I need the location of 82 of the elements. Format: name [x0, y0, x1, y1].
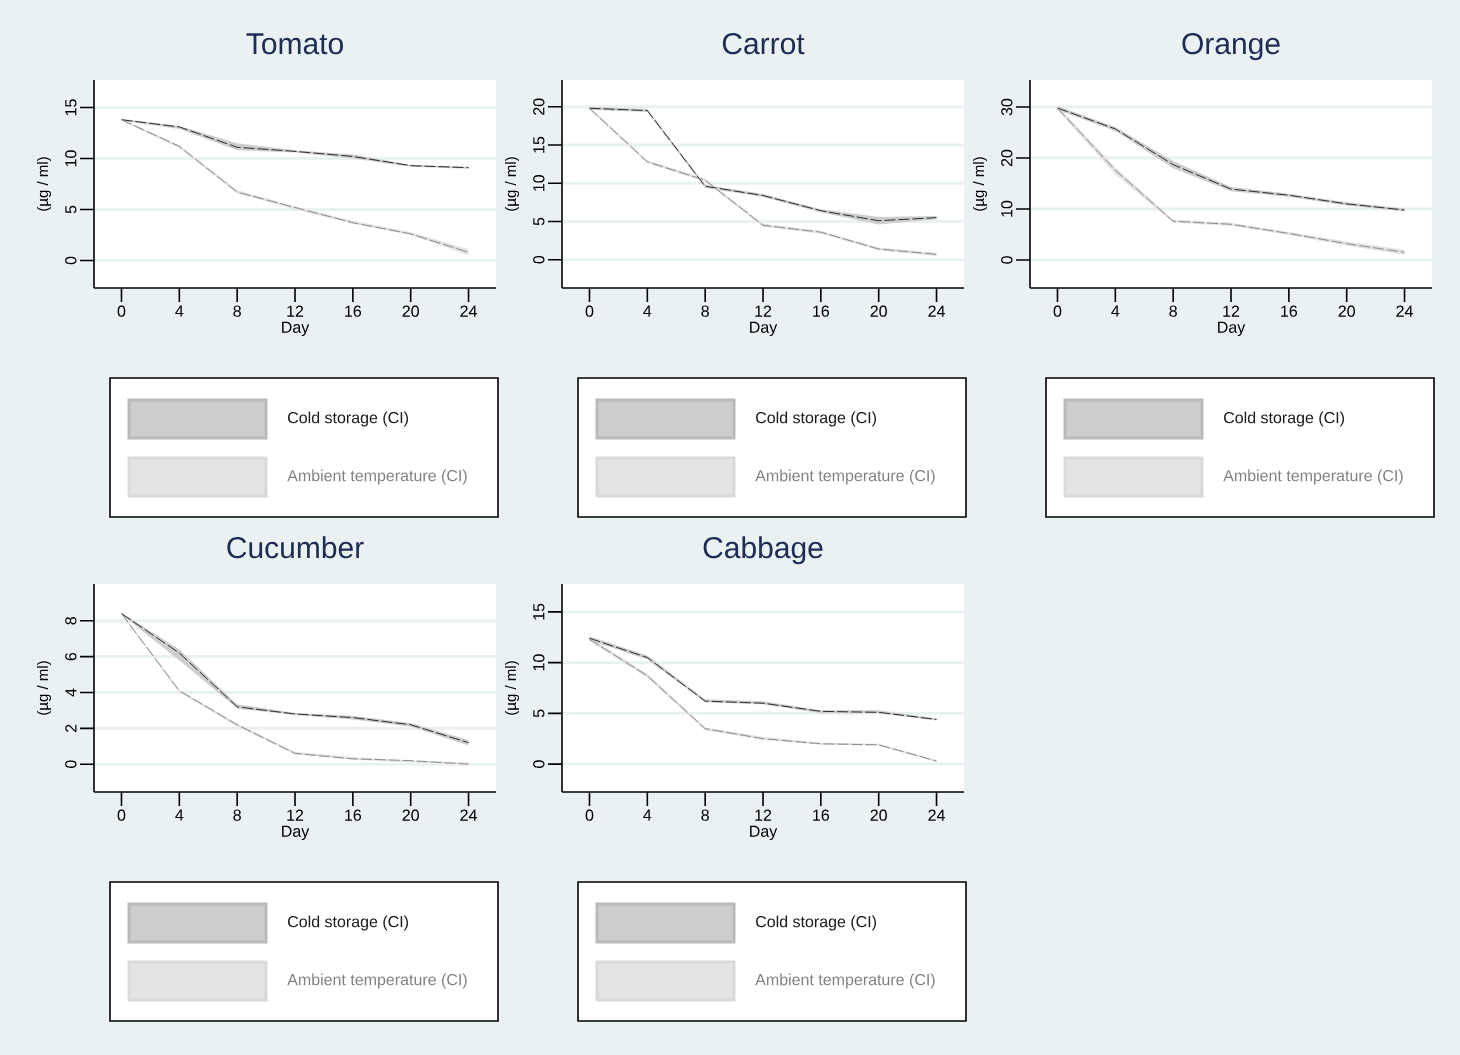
text: Ambient temperature (CI)	[287, 469, 467, 485]
y-axis-title: (µg / ml)	[973, 157, 987, 211]
x-tick-label: 24	[928, 305, 945, 317]
chart-title: Cabbage	[703, 536, 823, 565]
x-tick-label: 16	[813, 305, 830, 317]
text: Cold storage (CI)	[288, 411, 408, 427]
x-tick-label: 12	[755, 809, 772, 821]
y-tick-label: 15	[65, 99, 77, 116]
text: Ambient temperature (CI)	[1223, 469, 1403, 485]
y-tick-label: 5	[65, 205, 77, 214]
y-tick-label: 10	[533, 174, 545, 191]
y-tick-label: 4	[65, 688, 77, 697]
x-tick-label: 4	[175, 809, 184, 821]
x-tick-label: 0	[1053, 305, 1062, 317]
y-tick-label: 8	[65, 617, 77, 625]
x-tick-label: 24	[1396, 305, 1413, 317]
y-tick-label: 0	[65, 760, 77, 769]
x-tick-label: 8	[1169, 305, 1177, 317]
x-tick-label: 8	[233, 809, 241, 821]
y-axis-title: (µg / ml)	[37, 157, 51, 211]
x-tick-label: 20	[402, 809, 419, 821]
y-tick-label: 5	[533, 217, 545, 226]
y-axis-title: (µg / ml)	[505, 661, 519, 715]
y-tick-label: 10	[65, 150, 77, 167]
x-tick-label: 8	[233, 305, 241, 317]
x-tick-label: 0	[585, 809, 594, 821]
x-tick-label: 4	[175, 305, 184, 317]
x-tick-label: 8	[701, 809, 709, 821]
x-tick-label: 12	[1223, 305, 1240, 317]
y-tick-label: 5	[533, 709, 545, 718]
text: Cold storage (CI)	[756, 915, 876, 931]
x-tick-label: 12	[755, 305, 772, 317]
chart-title: Orange	[1182, 33, 1280, 61]
x-tick-label: 4	[643, 809, 652, 821]
text: Ambient temperature (CI)	[755, 973, 935, 989]
y-tick-label: 15	[533, 603, 545, 620]
y-tick-label: 0	[533, 255, 545, 264]
x-tick-label: 24	[460, 305, 477, 317]
x-tick-label: 16	[345, 809, 362, 821]
x-tick-label: 4	[643, 305, 652, 317]
chart-title: Cucumber	[227, 536, 364, 559]
x-tick-label: 8	[701, 305, 709, 317]
text: Ambient temperature (CI)	[755, 469, 935, 485]
x-tick-label: 0	[585, 305, 594, 317]
y-tick-label: 20	[1001, 149, 1013, 167]
x-axis-title: Day	[750, 825, 778, 841]
x-axis-title: Day	[750, 321, 778, 337]
x-axis-title: Day	[282, 825, 310, 841]
x-tick-label: 20	[870, 305, 887, 317]
x-tick-label: 4	[1111, 305, 1120, 317]
y-axis-title: (µg / ml)	[37, 661, 51, 715]
x-tick-label: 0	[117, 809, 126, 821]
x-tick-label: 20	[1338, 305, 1355, 317]
chart-title: Carrot	[722, 33, 805, 55]
text: Cold storage (CI)	[756, 411, 876, 427]
y-tick-label: 2	[65, 724, 77, 732]
chart-title: Tomato	[246, 33, 343, 55]
y-tick-label: 30	[1001, 98, 1013, 116]
x-tick-label: 24	[928, 809, 945, 821]
y-tick-label: 15	[533, 136, 545, 153]
text: Ambient temperature (CI)	[287, 973, 467, 989]
x-axis-title: Day	[282, 321, 310, 337]
x-tick-label: 12	[287, 809, 304, 821]
y-tick-label: 0	[1001, 256, 1013, 264]
x-tick-label: 24	[460, 809, 477, 821]
y-tick-label: 0	[65, 256, 77, 265]
x-tick-label: 16	[813, 809, 830, 821]
x-axis-title: Day	[1218, 321, 1246, 337]
y-tick-label: 10	[1001, 200, 1013, 217]
x-tick-label: 16	[345, 305, 362, 317]
x-tick-label: 20	[402, 305, 419, 317]
y-axis-title: (µg / ml)	[505, 157, 519, 211]
x-tick-label: 20	[870, 809, 887, 821]
y-tick-label: 20	[533, 98, 545, 115]
y-tick-label: 0	[533, 760, 545, 768]
x-tick-label: 0	[117, 305, 126, 317]
x-tick-label: 16	[1281, 305, 1298, 317]
y-tick-label: 6	[65, 652, 77, 661]
text: Cold storage (CI)	[288, 915, 408, 931]
y-tick-label: 10	[533, 654, 545, 671]
x-tick-label: 12	[287, 305, 304, 317]
text: Cold storage (CI)	[1224, 411, 1344, 427]
